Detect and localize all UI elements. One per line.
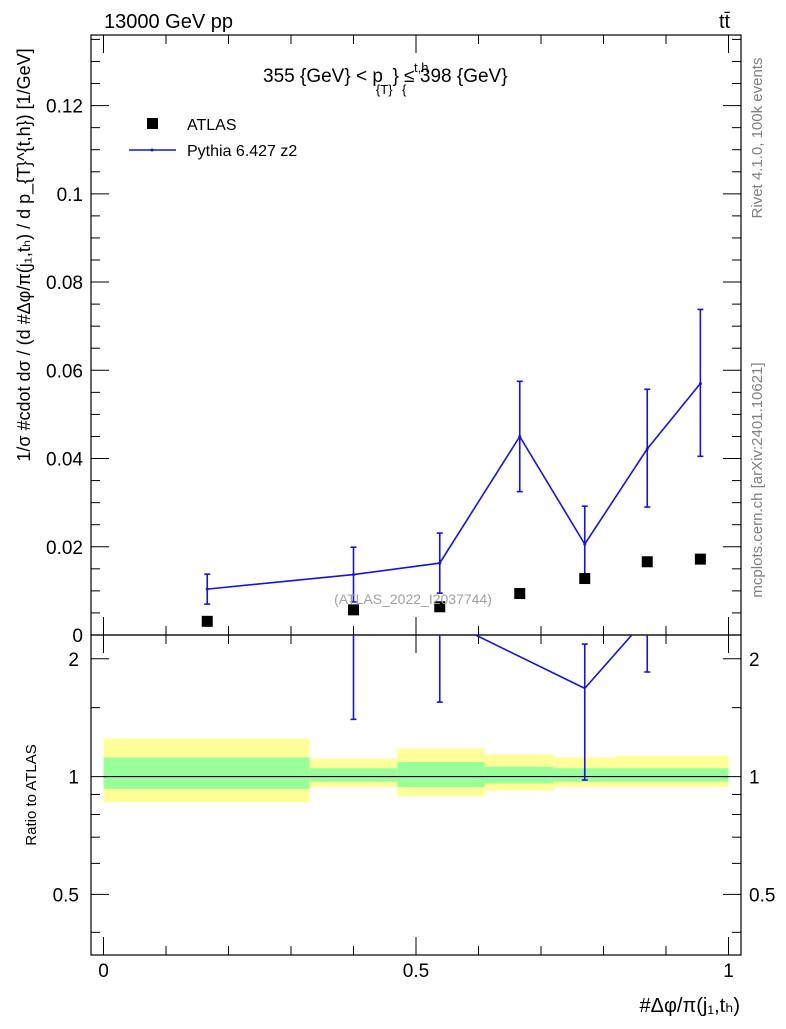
- x-axis-label: #Δφ/π(j₁,tₕ): [639, 995, 740, 1017]
- rivet-side-label: Rivet 4.1.0, 100k events: [749, 58, 766, 219]
- main-y-axis-label: 1/σ #cdot dσ / (d #Δφ/π(j₁,tₕ) / d p_{T}…: [14, 48, 35, 461]
- x-tick-label: 0: [98, 961, 109, 982]
- atlas-point: [694, 553, 706, 565]
- x-ticks: 0 0.5 1: [98, 35, 734, 982]
- range-sub: {T}: [376, 82, 393, 97]
- ratio-mc-line: [473, 635, 633, 690]
- analysis-watermark: (ATLAS_2022_I2037744): [334, 591, 492, 607]
- main-y-tick-label: 0.02: [46, 538, 83, 559]
- atlas-point: [641, 556, 653, 568]
- x-tick-label: 0.5: [403, 961, 429, 982]
- ratio-inner-band: [616, 768, 679, 782]
- energy-label: 13000 GeV pp: [104, 11, 233, 33]
- ratio-inner-band: [397, 761, 485, 788]
- atlas-point: [434, 601, 446, 613]
- atlas-point: [201, 615, 213, 627]
- legend-atlas-label: ATLAS: [187, 117, 237, 134]
- ratio-y-tick-label-right: 2: [749, 650, 760, 671]
- legend-mc-dot: [150, 148, 154, 152]
- ratio-inner-band: [678, 768, 729, 782]
- ratio-data-marks: [350, 635, 651, 781]
- mc-line: [207, 383, 701, 590]
- main-y-tick-label: 0.06: [46, 361, 83, 382]
- range-tail: } ≤ 398 {GeV}: [393, 66, 508, 87]
- range-sup: t,h: [414, 60, 428, 75]
- atlas-point: [348, 604, 359, 616]
- mc-point: [438, 561, 442, 565]
- x-tick-label: 1: [723, 961, 734, 982]
- atlas-point: [514, 588, 526, 600]
- atlas-point: [579, 573, 591, 585]
- mc-point: [645, 447, 649, 451]
- main-y-tick-label: 0.04: [46, 450, 83, 471]
- ratio-clipped-marks: [350, 635, 651, 781]
- range-title: 355 {GeV} < p {T}} ≤ 398 {GeV}: [263, 66, 508, 97]
- ratio-y-tick-label: 2: [68, 650, 79, 671]
- main-y-tick-label: 0.12: [46, 97, 83, 118]
- ratio-y-tick-label: 1: [68, 768, 79, 789]
- main-y-tick-label: 0.08: [46, 273, 83, 294]
- process-label: tt̄: [719, 11, 731, 33]
- ratio-y-tick-label-right: 1: [749, 768, 760, 789]
- main-y-tick-label: 0: [72, 626, 83, 647]
- ratio-y-axis-label: Ratio to ATLAS: [23, 744, 40, 845]
- range-label: 355 {GeV} < p: [263, 66, 383, 87]
- mc-point: [698, 382, 702, 386]
- mcplots-side-label: mcplots.cern.ch [arXiv:2401.10621]: [749, 362, 766, 597]
- ratio-y-ticks: 0.5 0.5 1 1 2 2: [53, 650, 775, 933]
- range-brace: {: [402, 82, 407, 97]
- legend-atlas-marker: [147, 118, 158, 129]
- main-data-marks: [201, 308, 706, 627]
- legend-mc-label: Pythia 6.427 z2: [187, 143, 297, 160]
- mc-point: [205, 587, 209, 591]
- main-y-ticks: 0 0.02 0.04 0.06 0.08 0.1 0.12: [46, 38, 741, 647]
- ratio-inner-band: [484, 766, 554, 784]
- mc-point: [352, 573, 355, 577]
- ratio-uncertainty-bands: [103, 738, 729, 803]
- mc-point: [518, 434, 522, 438]
- main-y-tick-label: 0.1: [57, 185, 83, 206]
- ratio-inner-band: [309, 768, 398, 782]
- ratio-inner-band: [103, 757, 310, 789]
- ratio-y-tick-label-right: 0.5: [749, 885, 775, 906]
- mc-point: [583, 542, 587, 546]
- ratio-y-tick-label: 0.5: [53, 885, 79, 906]
